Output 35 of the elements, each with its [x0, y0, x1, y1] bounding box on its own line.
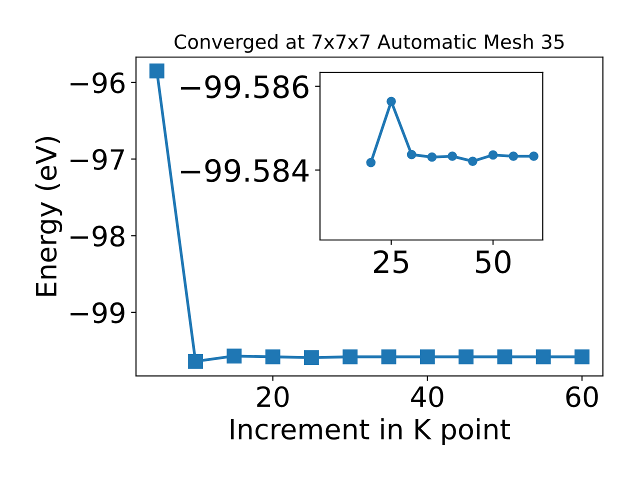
point [458, 349, 474, 364]
x-tick-label: 60 [566, 386, 598, 408]
point [149, 63, 164, 78]
point [508, 152, 518, 161]
point [468, 156, 478, 166]
point [226, 348, 242, 364]
point [265, 349, 280, 364]
x-tick-label: 40 [411, 386, 444, 408]
point [488, 150, 498, 160]
point [366, 158, 376, 168]
point [381, 349, 396, 364]
y-tick-label: −99 [70, 302, 124, 324]
point [574, 349, 590, 364]
x-tick-label: 50 [476, 250, 510, 274]
point [497, 349, 512, 364]
point [420, 349, 435, 364]
y-tick-label: −99.584 [180, 158, 309, 182]
chart-title: Converged at 7x7x7 Automatic Mesh 35 [174, 34, 564, 53]
point [386, 96, 396, 106]
y-tick-label: −99.586 [180, 75, 308, 98]
point [529, 152, 538, 161]
point [188, 354, 203, 369]
point [448, 152, 458, 161]
point [304, 350, 319, 366]
point [427, 152, 437, 162]
x-tick-label: 20 [257, 386, 289, 408]
x-tick-label: 25 [374, 250, 408, 274]
x-axis-title: Increment in K point [230, 418, 510, 446]
y-tick-label: −98 [70, 226, 124, 247]
point [536, 349, 551, 364]
point [342, 349, 358, 364]
y-axis-title: Energy (eV) [35, 137, 62, 296]
point [406, 150, 416, 160]
y-tick-label: −96 [70, 72, 125, 94]
y-tick-label: −97 [70, 149, 124, 170]
